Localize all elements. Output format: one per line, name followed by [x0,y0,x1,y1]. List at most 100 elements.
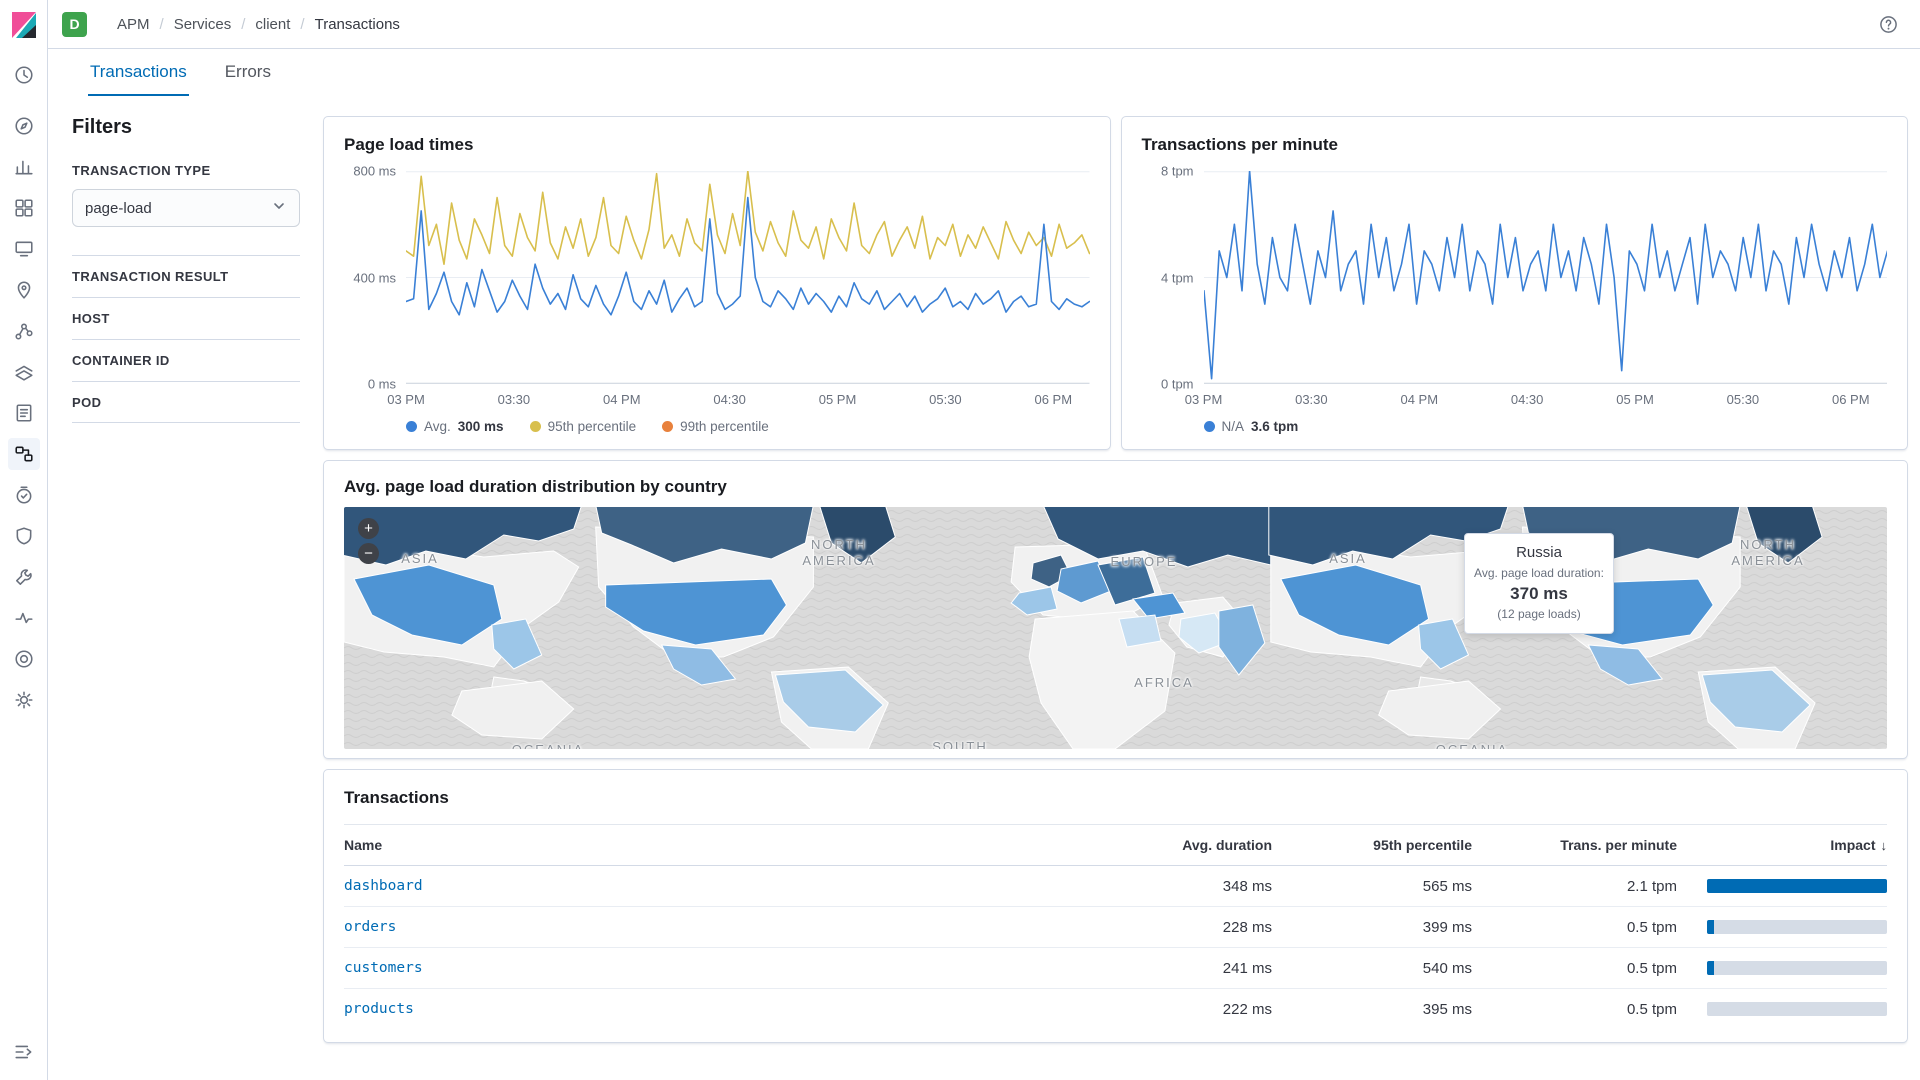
chart-legend: N/A 3.6 tpm [1203,413,1888,439]
management-icon[interactable] [8,684,40,716]
breadcrumb-item[interactable]: APM [117,15,150,33]
impact-cell [1677,947,1887,989]
logs-icon[interactable] [8,397,40,429]
transaction-name-link[interactable]: orders [344,906,1097,948]
filter-section-container-id[interactable]: CONTAINER ID [72,339,300,381]
help-icon[interactable] [1879,15,1898,34]
discover-icon[interactable] [8,110,40,142]
visualize-icon[interactable] [8,151,40,183]
legend-item[interactable]: N/A 3.6 tpm [1203,418,1299,434]
fleet-icon[interactable] [8,643,40,675]
dev-tools-icon[interactable] [8,561,40,593]
legend-value: 300 ms [457,418,504,434]
tab-transactions[interactable]: Transactions [88,49,189,96]
avg-duration-cell: 348 ms [1097,865,1272,907]
filters-title: Filters [72,116,133,138]
p95-cell: 565 ms [1272,865,1472,907]
x-tick-label: 05 PM [818,392,857,407]
filter-section-host[interactable]: HOST [72,297,300,339]
maps-icon[interactable] [8,274,40,306]
table-header-row: Name Avg. duration 95th percentile Trans. p… [344,824,1888,866]
breadcrumb-separator: / [159,15,164,33]
transaction-type-select[interactable]: page-load [72,189,300,227]
tpm-cell: 0.5 tpm [1472,947,1677,989]
chevron-down-icon [271,198,287,218]
siem-icon[interactable] [8,520,40,552]
table-body: dashboard 348 ms 565 ms 2.1 tpm orders 228 ms… [344,865,1887,1030]
x-axis: 03 PM 03:30 04 PM 04:30 05 PM 05:30 06 PM [1185,389,1888,413]
transaction-type-value: page-load [85,199,152,217]
top-header: D APM / Services / client / Transactions [48,0,1920,49]
legend-item[interactable]: Avg. 300 ms [406,419,504,434]
world-map-svg [344,507,1887,749]
canvas-icon[interactable] [8,233,40,265]
impact-bar [1707,1002,1887,1017]
x-tick-label: 05:30 [929,392,962,407]
tpm-cell: 0.5 tpm [1626,1000,1677,1018]
recently-viewed-icon[interactable] [8,59,40,91]
column-header-avg-duration[interactable]: Avg. duration [1097,824,1272,866]
x-tick-label: 04 PM [1400,392,1439,407]
y-tick-label: 8 tpm [1160,163,1194,179]
map-zoom-controls: + − [358,518,379,564]
column-header-impact[interactable]: Impact ↓ [1677,824,1888,866]
page-load-times-panel: Page load times 800 ms 400 ms 0 ms 03 PM 03… [323,116,1111,450]
dashboard-icon[interactable] [8,192,40,224]
y-tick-label: 4 tpm [1160,270,1194,285]
map-title: Avg. page load duration distribution by … [344,477,727,496]
legend-item[interactable]: 95th percentile [529,418,637,434]
metrics-icon[interactable] [8,356,40,388]
chart-plot[interactable] [1203,171,1887,384]
transaction-name-link[interactable]: products [344,1001,414,1018]
legend-item[interactable]: 99th percentile [662,419,769,434]
breadcrumb-item[interactable]: client [255,15,291,33]
y-axis: 800 ms 400 ms 0 ms [344,164,406,392]
breadcrumb-item: Transactions [314,15,400,33]
legend-label: N/A [1221,418,1245,434]
sort-desc-icon: ↓ [1880,838,1888,853]
column-header-name[interactable]: Name [344,824,1097,866]
legend-label: Avg. [424,418,451,434]
y-tick-label: 0 tpm [1160,376,1194,392]
chart-title: Transactions per minute [1141,135,1339,154]
transaction-name-link[interactable]: dashboard [344,865,1097,907]
breadcrumb-item[interactable]: Services [173,15,232,33]
uptime-icon[interactable] [8,479,40,511]
apm-icon[interactable] [7,438,40,470]
y-tick-label: 400 ms [353,270,396,285]
tooltip-count: (12 page loads) [1497,607,1581,621]
legend-value: 3.6 tpm [1251,418,1299,434]
table-row: customers 241 ms 540 ms 0.5 tpm [344,947,1887,989]
monitoring-icon[interactable] [8,602,40,634]
legend-label: 95th percentile [547,418,637,434]
zoom-in-button[interactable]: + [358,518,379,539]
x-tick-label: 05 PM [1616,392,1654,407]
tab-errors[interactable]: Errors [224,61,271,81]
collapse-menu-icon[interactable] [8,1036,40,1068]
chart-plot[interactable] [406,171,1090,384]
legend-dot-icon [662,420,674,432]
transactions-per-minute-panel: Transactions per minute 8 tpm 4 tpm 0 tpm … [1120,116,1908,450]
x-tick-label: 04 PM [602,392,641,407]
space-badge[interactable]: D [62,11,87,37]
transaction-name-link[interactable]: customers [344,947,1097,989]
column-header-95th-percentile[interactable]: 95th percentile [1272,824,1472,866]
breadcrumb: APM / Services / client / Transactions [117,16,400,33]
nav-rail [0,0,48,1080]
nav-rail-items [7,49,40,725]
filter-section-pod[interactable]: POD [72,381,300,423]
avg-duration-cell: 241 ms [1097,947,1272,989]
machine-learning-icon[interactable] [8,315,40,347]
kibana-logo-icon[interactable] [0,0,47,49]
p95-cell: 540 ms [1272,947,1472,989]
avg-duration-cell: 222 ms [1222,1000,1272,1018]
impact-cell [1677,865,1887,907]
main-column: D APM / Services / client / Transactions Trans… [48,0,1920,1080]
tooltip-metric-label: Avg. page load duration: [1474,566,1604,580]
filter-section-transaction-result[interactable]: TRANSACTION RESULT [72,255,300,297]
zoom-out-button[interactable]: − [358,543,379,564]
column-header-trans-per-minute[interactable]: Trans. per minute [1472,824,1677,866]
legend-dot-icon [406,420,417,432]
